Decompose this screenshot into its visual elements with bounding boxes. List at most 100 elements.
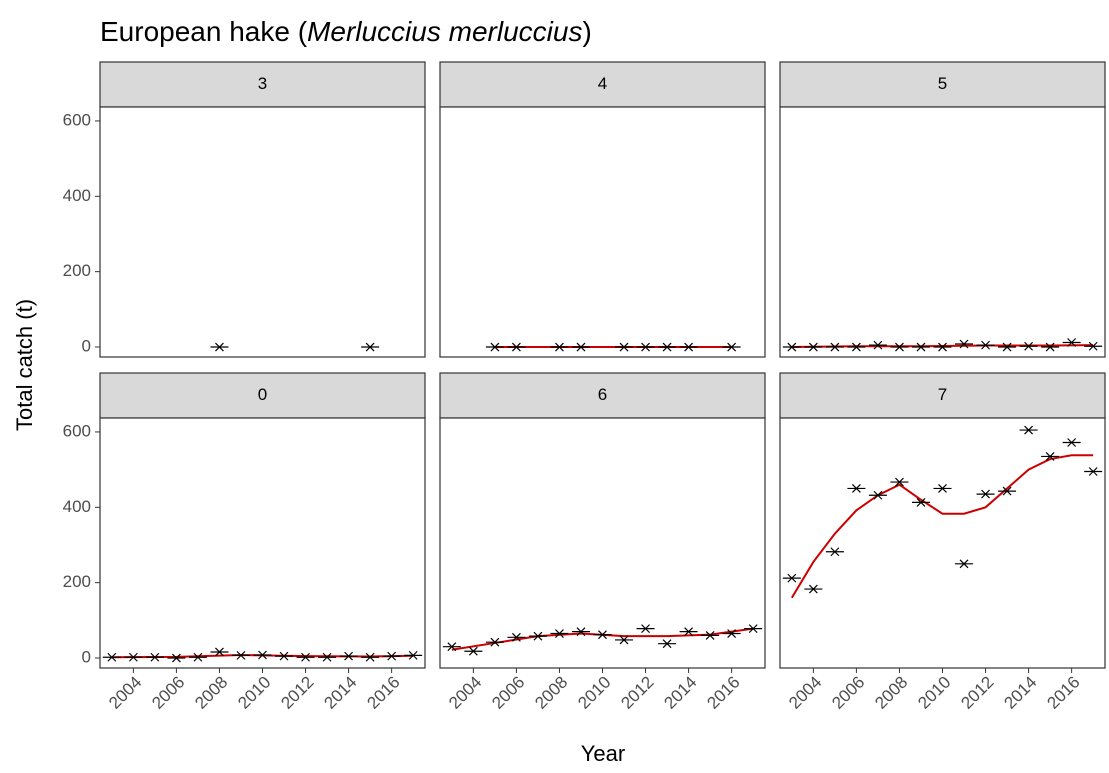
- marker-cross: [107, 652, 117, 662]
- x-tick-label: 2008: [531, 673, 571, 713]
- x-tick-label: 2012: [957, 673, 997, 713]
- marker-cross: [1067, 438, 1077, 447]
- x-tick-label: 2008: [871, 673, 911, 713]
- marker-cross: [662, 639, 672, 649]
- marker-cross: [619, 342, 629, 352]
- data-point: [744, 624, 763, 634]
- data-point: [782, 573, 801, 583]
- data-point: [1062, 438, 1081, 447]
- marker-cross: [873, 340, 883, 350]
- data-point: [890, 477, 909, 487]
- data-point: [167, 653, 186, 663]
- data-point: [955, 339, 974, 349]
- y-tick-label: 200: [63, 261, 91, 280]
- marker-cross: [387, 651, 397, 661]
- strip: [99, 61, 426, 108]
- data-point: [636, 624, 655, 634]
- marker-cross: [873, 490, 883, 500]
- data-point: [442, 642, 461, 652]
- data-point: [658, 342, 677, 352]
- data-point: [976, 489, 995, 499]
- marker-cross: [662, 342, 672, 352]
- data-point: [804, 584, 823, 594]
- marker-cross: [598, 630, 607, 640]
- marker-cross: [1088, 341, 1098, 351]
- fit-line: [790, 454, 1094, 599]
- marker-cross: [981, 489, 990, 499]
- data-point: [998, 486, 1017, 496]
- data-point: [296, 652, 315, 662]
- data-point: [102, 652, 121, 662]
- data-point: [955, 559, 974, 569]
- strip: [779, 61, 1106, 108]
- data-point: [679, 627, 698, 637]
- marker-cross: [641, 624, 650, 634]
- data-point: [825, 547, 844, 557]
- panel: [439, 417, 766, 669]
- y-tick-label: 200: [63, 572, 91, 591]
- data-point: [550, 342, 569, 352]
- marker-cross: [938, 342, 947, 352]
- data-point: [210, 342, 229, 352]
- strip: [439, 61, 766, 108]
- data-point: [188, 652, 207, 662]
- marker-cross: [787, 342, 797, 352]
- data-point: [636, 342, 655, 352]
- data-point: [615, 342, 634, 352]
- y-tick-label: 400: [63, 497, 91, 516]
- x-tick-label: 2016: [363, 673, 403, 713]
- marker-cross: [193, 652, 203, 662]
- marker-cross: [128, 652, 138, 662]
- marker-cross: [1024, 341, 1034, 351]
- marker-cross: [705, 630, 715, 640]
- marker-cross: [1045, 452, 1055, 461]
- marker-cross: [258, 650, 267, 660]
- marker-cross: [895, 342, 904, 352]
- data-point: [911, 497, 930, 507]
- marker-cross: [851, 484, 861, 493]
- marker-cross: [938, 484, 947, 493]
- marker-cross: [215, 647, 224, 657]
- marker-cross: [684, 627, 694, 637]
- x-tick-label: 2008: [191, 673, 231, 713]
- title-species: Merluccius merluccius: [307, 16, 582, 47]
- strip-text: 6: [598, 385, 607, 404]
- marker-cross: [959, 339, 969, 349]
- marker-cross: [322, 652, 332, 662]
- x-tick-label: 2004: [105, 673, 145, 713]
- marker-cross: [959, 559, 969, 569]
- panel: [99, 417, 426, 669]
- x-tick-label: 2012: [277, 673, 317, 713]
- data-point: [318, 652, 337, 662]
- panel: [99, 106, 426, 358]
- data-point: [550, 629, 569, 638]
- data-point: [933, 484, 952, 493]
- data-point: [339, 651, 358, 661]
- y-tick-label: 400: [63, 186, 91, 205]
- marker-cross: [787, 573, 797, 583]
- marker-cross: [916, 342, 926, 352]
- marker-cross: [895, 477, 904, 487]
- data-point: [210, 647, 229, 657]
- marker-cross: [511, 632, 521, 642]
- marker-cross: [576, 342, 586, 352]
- data-point: [911, 342, 930, 352]
- data-point: [976, 340, 995, 350]
- data-point: [275, 651, 294, 661]
- data-point: [231, 650, 250, 660]
- fit-line: [791, 344, 1094, 349]
- data-point: [804, 342, 823, 352]
- panel: [439, 106, 766, 358]
- marker-cross: [490, 342, 500, 352]
- data-point: [825, 342, 844, 352]
- marker-cross: [533, 631, 543, 641]
- data-point: [722, 342, 741, 352]
- data-point: [253, 650, 272, 660]
- data-point: [382, 651, 401, 661]
- marker-cross: [981, 340, 990, 350]
- y-tick-label: 0: [82, 647, 91, 666]
- marker-cross: [555, 342, 564, 352]
- data-point: [404, 650, 423, 660]
- x-tick-label: 2014: [320, 673, 360, 713]
- data-point: [868, 340, 887, 350]
